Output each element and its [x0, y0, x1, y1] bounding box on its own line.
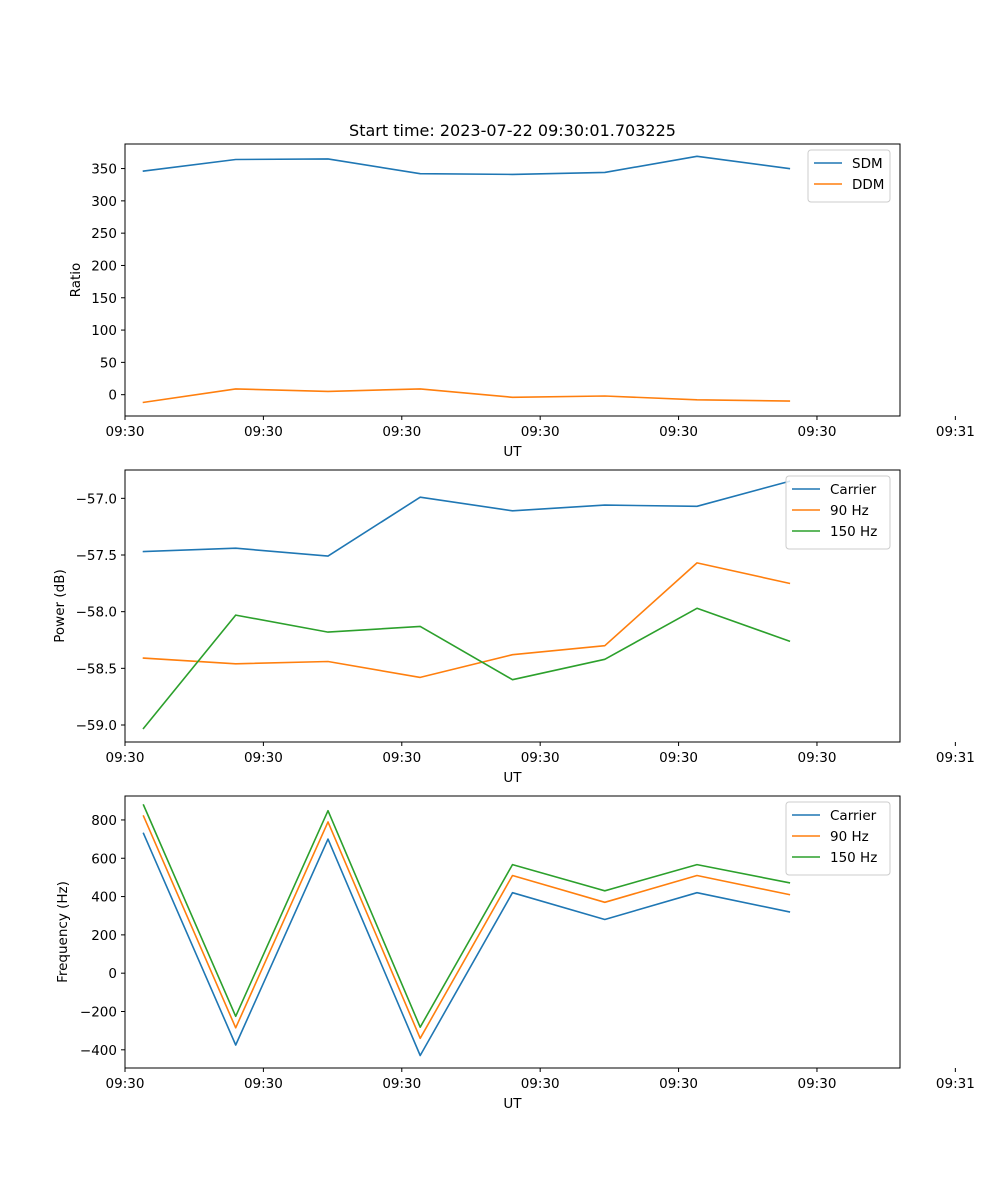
ratio-y-tick-label: 150 — [91, 291, 117, 307]
power-x-tick-label: 09:30 — [659, 750, 698, 766]
ratio-panel: 09:30 09:30 09:30 09:30 09:30 09:30 09:31 0 50 10… — [68, 143, 975, 460]
frequency-legend: Carrier 90 Hz 150 Hz — [785, 801, 891, 876]
frequency-axes-frame — [124, 795, 901, 1069]
frequency-x-tick-label: 09:31 — [936, 1076, 975, 1092]
ratio-x-axis-label: UT — [503, 444, 522, 460]
ratio-series-ddm-line — [142, 388, 791, 404]
ratio-y-tick-label: 200 — [91, 258, 117, 274]
power-series-carrier-line — [142, 480, 791, 557]
frequency-x-tick-label: 09:30 — [521, 1076, 560, 1092]
power-x-tick-label: 09:30 — [106, 750, 145, 766]
power-legend-label-carrier: Carrier — [830, 482, 877, 498]
power-legend-label-150-hz: 150 Hz — [830, 524, 877, 540]
ratio-series-sdm-line — [142, 155, 791, 176]
power-x-tick-label: 09:30 — [798, 750, 837, 766]
frequency-series-150-hz-line — [142, 803, 791, 1028]
frequency-y-tick-label: 200 — [91, 928, 117, 944]
power-legend: Carrier 90 Hz 150 Hz — [785, 475, 891, 550]
power-panel: 09:30 09:30 09:30 09:30 09:30 09:30 09:31 −59.0… — [52, 469, 975, 786]
frequency-y-tick-label: 0 — [108, 966, 117, 982]
frequency-y-tick-label: −400 — [80, 1043, 117, 1059]
ratio-x-tick-label: 09:30 — [244, 424, 283, 440]
ratio-x-tick-label: 09:30 — [382, 424, 421, 440]
ratio-y-axis-label: Ratio — [68, 263, 84, 298]
power-legend-label-90-hz: 90 Hz — [830, 503, 869, 519]
ratio-x-tick-label: 09:30 — [798, 424, 837, 440]
frequency-x-axis-label: UT — [503, 1096, 522, 1112]
power-y-axis-label: Power (dB) — [52, 569, 68, 642]
ratio-axes-frame — [124, 143, 901, 417]
frequency-series-90-hz-line — [142, 815, 791, 1040]
ratio-legend-label-ddm: DDM — [852, 177, 884, 193]
ratio-y-tick-label: 250 — [91, 226, 117, 242]
frequency-legend-label-carrier: Carrier — [830, 808, 877, 824]
ratio-y-tick-label: 0 — [108, 388, 117, 404]
frequency-y-tick-label: 400 — [91, 890, 117, 906]
frequency-y-axis-label: Frequency (Hz) — [55, 881, 71, 983]
power-series-90-hz-line — [142, 562, 791, 679]
power-y-tick-label: −57.0 — [76, 491, 117, 507]
power-x-tick-label: 09:31 — [936, 750, 975, 766]
ratio-x-tick-label: 09:30 — [106, 424, 145, 440]
ratio-y-tick-label: 300 — [91, 194, 117, 210]
ratio-y-tick-label: 50 — [100, 355, 117, 371]
frequency-y-tick-label: −200 — [80, 1004, 117, 1020]
power-y-tick-label: −57.5 — [76, 548, 117, 564]
power-x-tick-label: 09:30 — [244, 750, 283, 766]
ratio-legend-label-sdm: SDM — [852, 156, 883, 172]
ratio-legend: SDM DDM — [807, 149, 891, 203]
frequency-legend-label-150-hz: 150 Hz — [830, 850, 877, 866]
power-axes-frame — [124, 469, 901, 743]
power-x-tick-label: 09:30 — [521, 750, 560, 766]
frequency-panel: 09:30 09:30 09:30 09:30 09:30 09:30 09:31 −400 −… — [55, 795, 975, 1112]
ratio-x-tick-label: 09:31 — [936, 424, 975, 440]
ratio-y-tick-label: 100 — [91, 323, 117, 339]
frequency-legend-label-90-hz: 90 Hz — [830, 829, 869, 845]
power-y-tick-label: −58.5 — [76, 661, 117, 677]
ratio-x-tick-label: 09:30 — [659, 424, 698, 440]
frequency-series-carrier-line — [142, 832, 791, 1057]
power-x-tick-label: 09:30 — [382, 750, 421, 766]
frequency-x-tick-label: 09:30 — [106, 1076, 145, 1092]
power-y-tick-label: −59.0 — [76, 718, 117, 734]
power-x-axis-label: UT — [503, 770, 522, 786]
frequency-x-tick-label: 09:30 — [382, 1076, 421, 1092]
frequency-y-tick-label: 600 — [91, 851, 117, 867]
ratio-x-tick-label: 09:30 — [521, 424, 560, 440]
frequency-x-tick-label: 09:30 — [659, 1076, 698, 1092]
power-y-tick-label: −58.0 — [76, 605, 117, 621]
figure-title: Start time: 2023-07-22 09:30:01.703225 — [349, 121, 676, 140]
ratio-y-tick-label: 350 — [91, 162, 117, 178]
power-series-150-hz-line — [142, 607, 791, 730]
frequency-x-tick-label: 09:30 — [244, 1076, 283, 1092]
frequency-y-tick-label: 800 — [91, 813, 117, 829]
frequency-x-tick-label: 09:30 — [798, 1076, 837, 1092]
